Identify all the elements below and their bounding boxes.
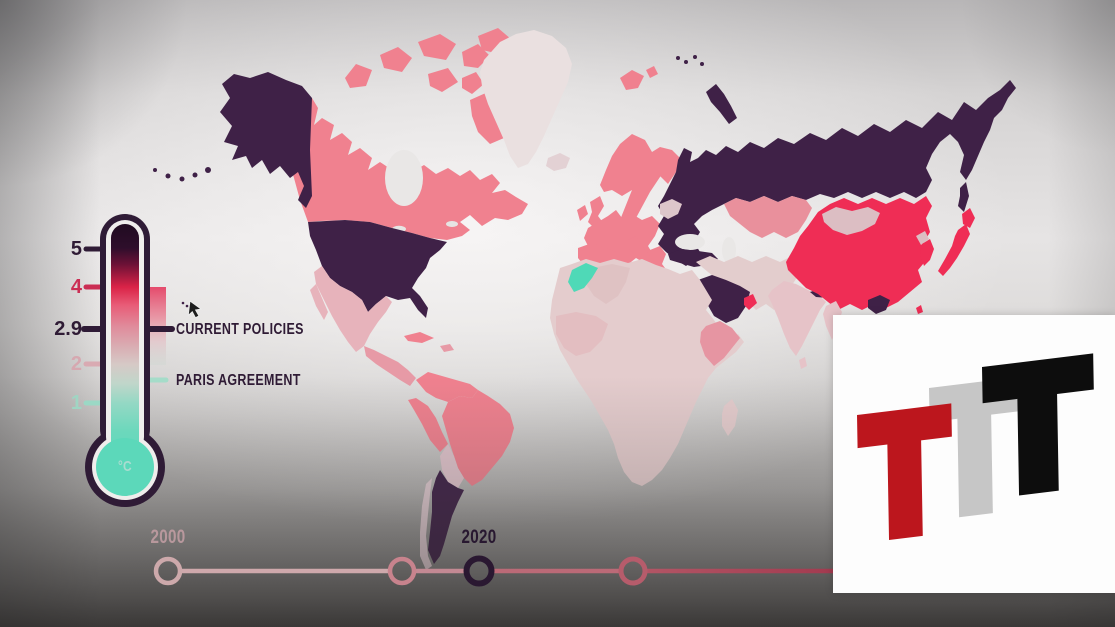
timeline: [153, 555, 841, 587]
region-scandinavia: [600, 134, 670, 228]
black-sea: [675, 234, 705, 250]
scale-label-4: 4: [70, 276, 82, 298]
scale-label-2: 2: [70, 353, 82, 375]
island-sakhalin: [958, 182, 969, 212]
island-hispaniola: [440, 344, 454, 352]
channel-logo: [833, 315, 1115, 593]
logo-letter-t-red: [857, 403, 952, 541]
logo-letter-t-black: [982, 353, 1094, 496]
thermometer: [81, 214, 175, 507]
timeline-node-mid-1: [387, 556, 417, 586]
timeline-year-current: 2020: [461, 527, 497, 548]
celsius-unit-label: °C: [117, 458, 133, 475]
timeline-node-2000: [153, 556, 183, 586]
logo-ttt-icon: [857, 353, 1094, 541]
logo-letter-t-gray: [929, 376, 1021, 518]
timeline-node-mid-2: [618, 556, 648, 586]
island-madagascar: [722, 399, 738, 436]
gulf-st-lawrence: [446, 221, 458, 227]
country-japan: [938, 208, 975, 276]
franz-josef-land: [676, 55, 704, 66]
thermometer-bulb: [96, 438, 154, 496]
svalbard: [620, 66, 658, 90]
timeline-year-start: 2000: [150, 527, 186, 548]
timeline-node-2020: [463, 555, 495, 587]
scale-label-1: 1: [70, 392, 82, 414]
scale-label-2-9: 2.9: [54, 318, 82, 340]
scale-label-5: 5: [70, 238, 82, 260]
island-cuba: [404, 332, 434, 343]
region-central-america: [364, 346, 416, 386]
current-policies-label: CURRENT POLICIES: [176, 321, 304, 338]
thermometer-fluid: [111, 224, 139, 462]
country-greenland: [480, 30, 572, 168]
novaya-zemlya: [706, 84, 737, 124]
country-peru: [408, 398, 448, 452]
island-taiwan: [916, 305, 923, 314]
country-iceland: [546, 153, 570, 171]
country-kazakhstan: [724, 196, 812, 238]
country-ireland: [577, 205, 588, 221]
thermometer-body: [85, 214, 165, 507]
mouse-cursor: [181, 300, 203, 319]
hudson-bay: [385, 150, 423, 206]
island-sri-lanka: [799, 357, 807, 369]
paris-agreement-label: PARIS AGREEMENT: [176, 372, 301, 389]
